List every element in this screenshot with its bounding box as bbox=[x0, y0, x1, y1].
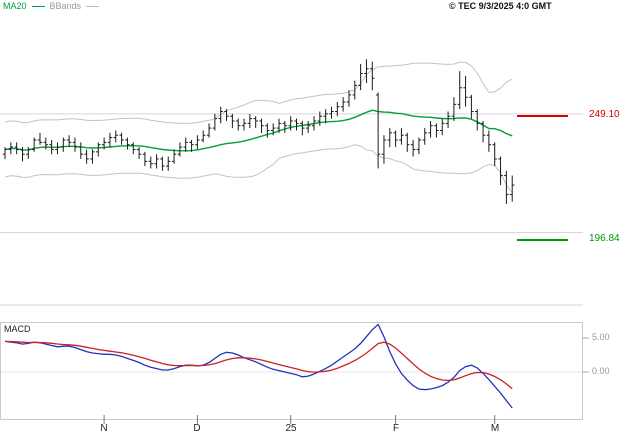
macd-scale-label-5: 5.00 bbox=[592, 332, 610, 342]
x-axis-label-march: M bbox=[490, 423, 500, 434]
macd-pane-label: MACD bbox=[4, 324, 31, 334]
x-axis-label-december: D bbox=[193, 423, 201, 434]
resistance-price-label: 249.10 bbox=[589, 109, 620, 120]
x-axis-label-january-2025: 25 bbox=[285, 423, 297, 434]
copyright-text: © TEC 9/3/2025 4:0 GMT bbox=[449, 1, 552, 11]
bbands-line-swatch bbox=[86, 6, 100, 7]
ma20-line-swatch bbox=[31, 6, 45, 7]
macd-scale-label-0: 0.00 bbox=[592, 366, 610, 376]
legend: MA20 BBands bbox=[3, 1, 100, 12]
x-axis-label-february: F bbox=[392, 423, 400, 434]
legend-ma20-label: MA20 bbox=[3, 1, 27, 11]
x-axis-label-november: N bbox=[100, 423, 108, 434]
legend-bbands-label: BBands bbox=[49, 1, 82, 11]
support-price-label: 196.84 bbox=[589, 233, 620, 244]
